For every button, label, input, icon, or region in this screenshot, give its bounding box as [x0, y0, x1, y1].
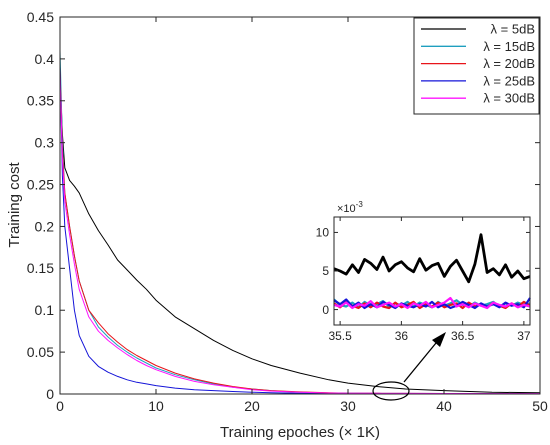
- y-axis-label: Training cost: [6, 162, 23, 248]
- main-y-tick-label: 0.15: [27, 260, 54, 276]
- inset-x-tick-label: 35.5: [328, 329, 352, 343]
- x-axis-label: Training epoches (× 1K): [220, 424, 380, 441]
- zoom-arrow-head: [432, 332, 446, 347]
- main-x-tick-label: 40: [436, 398, 452, 414]
- main-x-tick-label: 20: [244, 398, 260, 414]
- main-y-tick-label: 0.25: [27, 176, 54, 192]
- main-series-lines: [59, 50, 541, 395]
- main-axes-box: [59, 16, 541, 395]
- main-series-line-5db: [59, 75, 541, 394]
- inset-y-tick-label: 0: [322, 303, 329, 317]
- inset-y-ticks: 0 5 10: [316, 226, 530, 317]
- inset-x-tick-label: 36: [395, 329, 409, 343]
- main-plot: 0 10 20 30 40 50 00.050.10.150.20.250.30.350.…: [6, 9, 548, 441]
- main-y-ticks: 0 0.05 0.1 0.15 0.2 0.25 0.3 0.35 0.4 0.45: [27, 9, 540, 402]
- main-x-tick-label: 30: [340, 398, 356, 414]
- main-y-tick-label: 0.4: [35, 51, 55, 67]
- main-y-tick-label: 0.1: [35, 302, 55, 318]
- inset-x-tick-label: 37: [517, 329, 531, 343]
- legend-label-30db: λ = 30dB: [483, 91, 535, 106]
- inset-y-tick-label: 5: [322, 264, 329, 278]
- inset-series-line-25db: [333, 297, 531, 310]
- inset-series-line-5db: [333, 233, 531, 284]
- inset-y-exponent-power: -3: [356, 200, 364, 209]
- legend: λ = 5dB λ = 15dB λ = 20dB λ = 25dB λ = 30dB: [413, 17, 540, 115]
- inset-series-line-30db: [333, 296, 531, 310]
- inset-y-tick-label: 10: [316, 226, 330, 240]
- inset-y-exponent-base: ×10: [337, 203, 356, 215]
- main-x-tick-label: 10: [148, 398, 164, 414]
- zoom-arrow-line: [403, 342, 437, 383]
- inset-x-tick-label: 36.5: [451, 329, 475, 343]
- legend-items: λ = 5dB λ = 15dB λ = 20dB λ = 25dB λ = 30dB: [421, 22, 535, 106]
- inset-plot: 35.5 36 36.5 37 0 5 10 ×10-3: [316, 200, 531, 343]
- main-y-tick-label: 0.45: [27, 9, 54, 25]
- main-x-tick-label: 50: [532, 398, 548, 414]
- inset-x-ticks: 35.5 36 36.5 37: [328, 217, 531, 343]
- main-y-tick-label: 0.2: [35, 218, 55, 234]
- legend-label-25db: λ = 25dB: [483, 73, 535, 88]
- main-x-tick-label: 0: [56, 398, 64, 414]
- main-x-ticks: 0 10 20 30 40 50: [56, 17, 548, 414]
- main-y-tick-label: 0: [46, 386, 54, 402]
- inset-y-exponent: ×10-3: [337, 200, 363, 215]
- zoom-region-ellipse: [372, 381, 410, 401]
- main-series-line-30db: [59, 75, 540, 395]
- main-y-tick-label: 0.35: [27, 93, 54, 109]
- main-y-tick-label: 0.3: [35, 135, 55, 151]
- inset-series-lines: [333, 233, 531, 310]
- legend-label-5db: λ = 5dB: [491, 22, 535, 37]
- legend-label-20db: λ = 20dB: [483, 56, 535, 71]
- legend-label-15db: λ = 15dB: [483, 39, 535, 54]
- main-y-tick-label: 0.05: [27, 344, 54, 360]
